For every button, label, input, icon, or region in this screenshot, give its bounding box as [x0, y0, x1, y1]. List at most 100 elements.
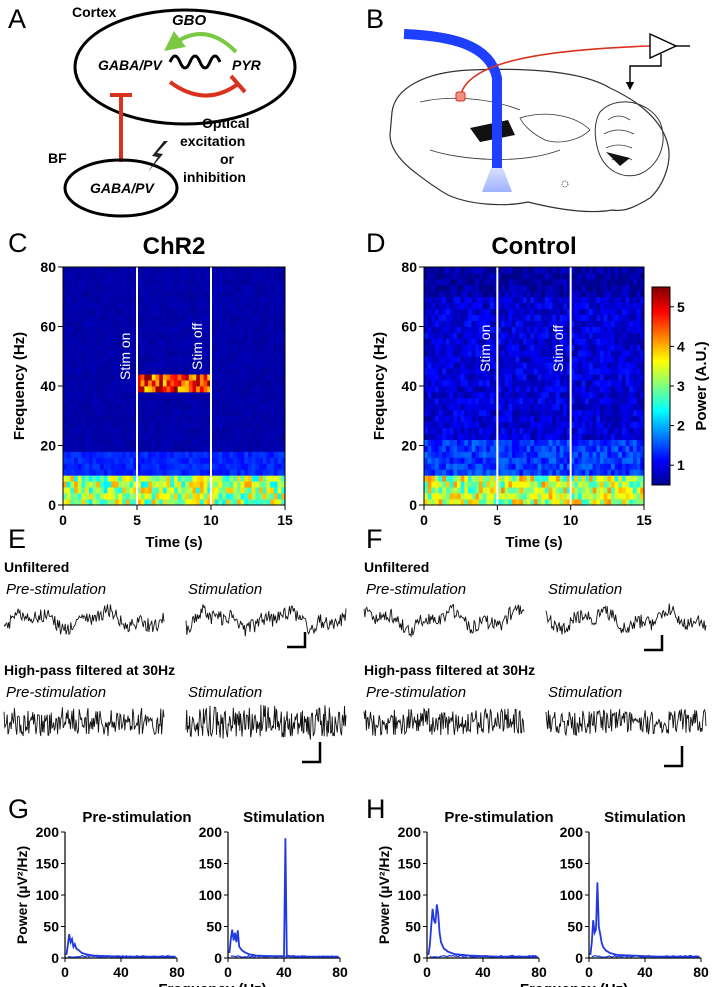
heatmap-cell	[640, 463, 645, 470]
heatmap-cell	[270, 451, 275, 458]
heatmap-cell	[162, 380, 167, 387]
heatmap-cell	[497, 499, 502, 506]
heatmap-cell	[92, 356, 97, 363]
heatmap-cell	[137, 469, 142, 476]
heatmap-cell	[629, 457, 634, 464]
heatmap-cell	[431, 421, 436, 429]
heatmap-cell	[512, 469, 517, 476]
heatmap-cell	[125, 368, 130, 375]
heatmap-cell	[77, 350, 82, 357]
heatmap-cell	[501, 386, 506, 393]
heatmap-cell	[248, 380, 253, 387]
heatmap-cell	[148, 481, 153, 488]
heatmap-cell	[508, 362, 513, 369]
heatmap-cell	[622, 415, 627, 423]
heatmap-cell	[125, 278, 130, 286]
heatmap-cell	[512, 350, 517, 357]
heatmap-cell	[192, 439, 197, 446]
heatmap-cell	[493, 326, 498, 333]
heatmap-cell	[497, 433, 502, 440]
heatmap-cell	[603, 469, 608, 476]
heatmap-cell	[625, 493, 630, 500]
heatmap-cell	[122, 475, 127, 482]
heatmap-cell	[464, 487, 469, 494]
heatmap-cell	[471, 421, 476, 429]
heatmap-cell	[229, 481, 234, 488]
heatmap-cell	[603, 284, 608, 292]
heatmap-cell	[512, 415, 517, 423]
heatmap-cell	[570, 296, 575, 304]
heatmap-cell	[490, 350, 495, 357]
heatmap-cell	[479, 481, 484, 488]
heatmap-cell	[266, 338, 271, 345]
heatmap-cell	[464, 338, 469, 345]
heatmap-cell	[424, 386, 429, 393]
heatmap-cell	[192, 481, 197, 488]
heatmap-cell	[570, 439, 575, 446]
heatmap-cell	[177, 338, 182, 345]
heatmap-cell	[611, 487, 616, 494]
y-tick-label: 0	[214, 950, 222, 966]
heatmap-cell	[457, 481, 462, 488]
heatmap-cell	[475, 386, 480, 393]
heatmap-cell	[144, 314, 149, 321]
heatmap-cell	[438, 386, 443, 393]
heatmap-cell	[600, 374, 605, 381]
heatmap-cell	[574, 409, 579, 417]
heatmap-cell	[92, 326, 97, 333]
heatmap-cell	[88, 409, 93, 417]
heatmap-cell	[262, 427, 267, 434]
heatmap-cell	[574, 403, 579, 411]
heatmap-cell	[486, 308, 491, 315]
heatmap-cell	[633, 457, 638, 464]
heatmap-cell	[457, 267, 462, 274]
heatmap-cell	[512, 278, 517, 286]
heatmap-cell	[581, 391, 586, 399]
heatmap-cell	[70, 326, 75, 333]
heatmap-cell	[581, 439, 586, 446]
heatmap-cell	[159, 326, 164, 333]
heatmap-cell	[277, 397, 282, 405]
heatmap-cell	[118, 326, 123, 333]
heatmap-cell	[457, 356, 462, 363]
heatmap-cell	[424, 362, 429, 369]
heatmap-cell	[122, 362, 127, 369]
heatmap-cell	[66, 368, 71, 375]
heatmap-cell	[559, 332, 564, 339]
heatmap-cell	[482, 397, 487, 405]
heatmap-cell	[508, 421, 513, 429]
heatmap-cell	[438, 493, 443, 500]
heatmap-cell	[70, 397, 75, 405]
heatmap-cell	[207, 326, 212, 333]
heatmap-cell	[144, 415, 149, 423]
heatmap-cell	[251, 415, 256, 423]
heatmap-cell	[523, 487, 528, 494]
heatmap-cell	[435, 374, 440, 381]
heatmap-cell	[574, 356, 579, 363]
heatmap-cell	[442, 338, 447, 345]
heatmap-cell	[508, 302, 513, 310]
heatmap-cell	[541, 457, 546, 464]
heatmap-cell	[70, 332, 75, 339]
spectrum-baseline-noise	[67, 954, 175, 959]
heatmap-cell	[218, 284, 223, 292]
heatmap-cell	[100, 278, 105, 286]
heatmap-cell	[222, 278, 227, 286]
heatmap-cell	[592, 439, 597, 446]
heatmap-cell	[196, 284, 201, 292]
heatmap-cell	[497, 439, 502, 446]
heatmap-cell	[122, 374, 127, 381]
heatmap-cell	[103, 302, 108, 310]
heatmap-cell	[203, 427, 208, 434]
heatmap-cell	[596, 362, 601, 369]
heatmap-cell	[137, 290, 142, 298]
heatmap-cell	[188, 469, 193, 476]
heatmap-cell	[66, 421, 71, 429]
heatmap-cell	[85, 427, 90, 434]
heatmap-cell	[236, 362, 241, 369]
heatmap-cell	[66, 433, 71, 440]
heatmap-cell	[618, 397, 623, 405]
heatmap-cell	[523, 409, 528, 417]
heatmap-cell	[277, 421, 282, 429]
heatmap-cell	[545, 475, 550, 482]
